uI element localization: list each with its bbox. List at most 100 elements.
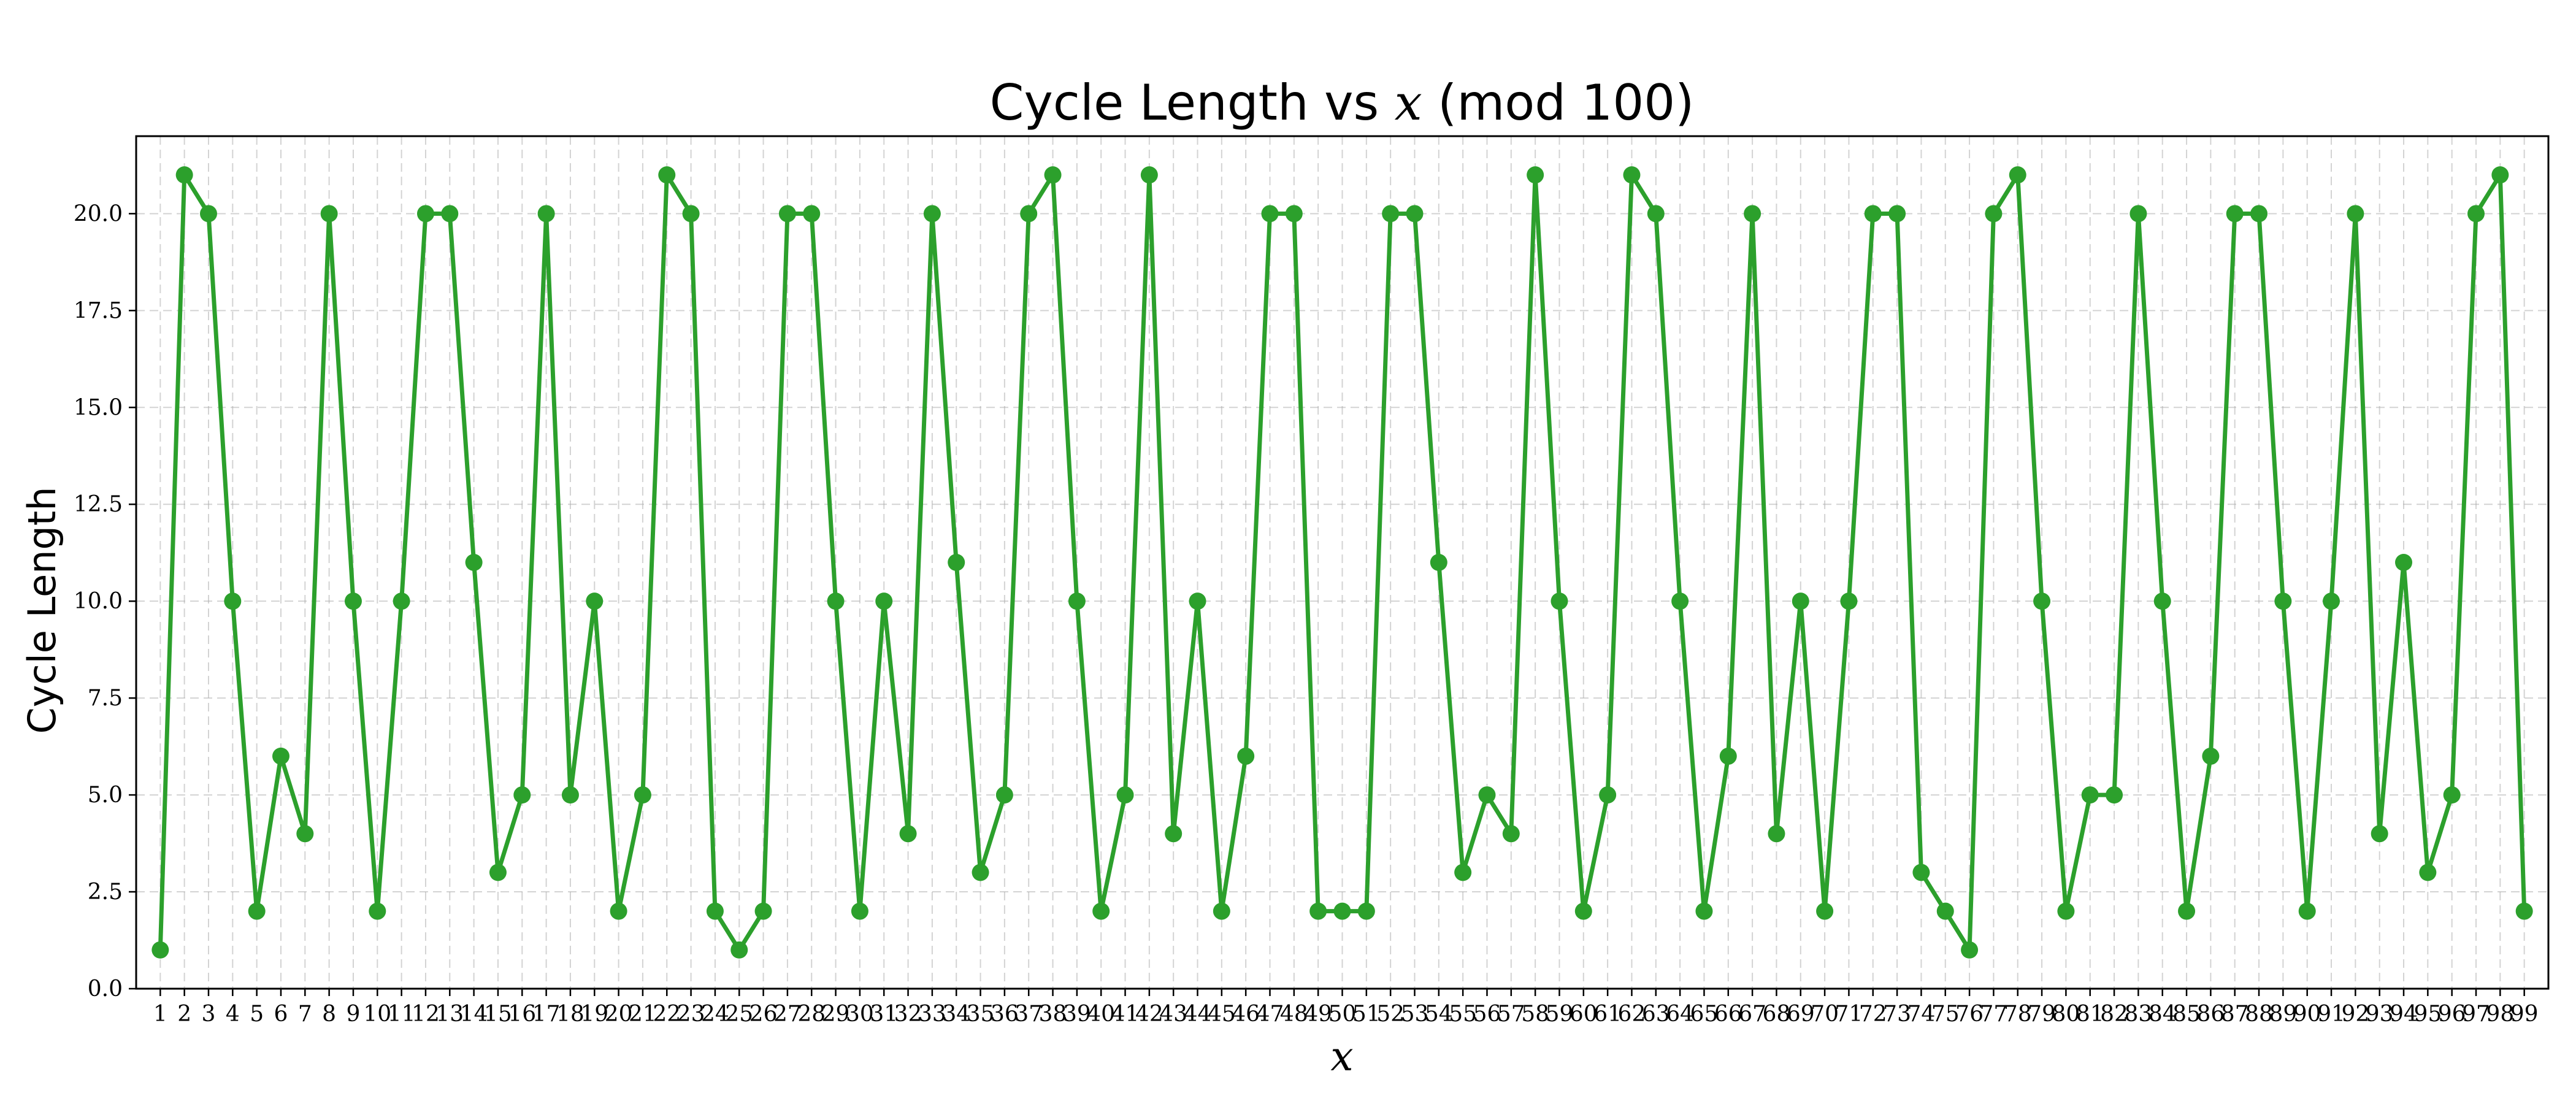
- x-tick-label: 76: [1955, 1002, 1984, 1027]
- x-tick-label: 81: [2076, 1002, 2104, 1027]
- data-point: [151, 941, 169, 959]
- data-point: [827, 592, 845, 610]
- x-tick-label: 22: [653, 1002, 681, 1027]
- x-tick-label: 96: [2438, 1002, 2466, 1027]
- x-tick-label: 43: [1159, 1002, 1187, 1027]
- x-tick-label: 27: [773, 1002, 802, 1027]
- data-point: [1309, 902, 1327, 920]
- y-tick-label: 5.0: [88, 783, 123, 808]
- x-tick-label: 52: [1376, 1002, 1405, 1027]
- x-tick-label: 62: [1618, 1002, 1646, 1027]
- data-point: [1213, 902, 1230, 920]
- x-tick-label: 11: [388, 1002, 416, 1027]
- x-tick-label: 71: [1835, 1002, 1863, 1027]
- data-point: [634, 786, 651, 804]
- x-tick-label: 63: [1642, 1002, 1670, 1027]
- x-tick-label: 73: [1883, 1002, 1911, 1027]
- x-tick-label: 42: [1135, 1002, 1163, 1027]
- y-axis-label: Cycle Length: [20, 487, 64, 734]
- x-tick-label: 80: [2052, 1002, 2080, 1027]
- x-tick-label: 41: [1111, 1002, 1140, 1027]
- x-tick-label: 74: [1907, 1002, 1936, 1027]
- x-tick-label: 33: [918, 1002, 946, 1027]
- data-point: [393, 592, 410, 610]
- x-tick-label: 59: [1546, 1002, 1574, 1027]
- data-point: [875, 592, 893, 610]
- data-point: [2419, 864, 2437, 881]
- data-point: [948, 554, 965, 571]
- y-tick-label: 0.0: [88, 976, 123, 1002]
- data-point: [1454, 864, 1472, 881]
- data-point: [2491, 166, 2509, 184]
- data-point: [1502, 825, 1520, 843]
- data-point: [1165, 825, 1183, 843]
- x-tick-label: 99: [2510, 1002, 2539, 1027]
- x-tick-label: 3: [202, 1002, 216, 1027]
- data-point: [2347, 205, 2364, 223]
- x-tick-label: 31: [870, 1002, 898, 1027]
- x-tick-label: 87: [2221, 1002, 2249, 1027]
- x-tick-label: 40: [1087, 1002, 1115, 1027]
- data-point: [2057, 902, 2075, 920]
- data-point: [2323, 592, 2340, 610]
- data-point: [923, 205, 941, 223]
- x-tick-label: 85: [2172, 1002, 2201, 1027]
- x-tick-label: 48: [1280, 1002, 1308, 1027]
- data-point: [2226, 205, 2244, 223]
- x-tick-label: 7: [298, 1002, 312, 1027]
- data-point: [2081, 786, 2099, 804]
- x-tick-label: 15: [484, 1002, 512, 1027]
- data-point: [199, 205, 217, 223]
- data-point: [1816, 902, 1834, 920]
- data-point: [2178, 902, 2196, 920]
- data-point: [1237, 747, 1255, 765]
- data-point: [1912, 864, 1930, 881]
- x-tick-label: 5: [250, 1002, 264, 1027]
- data-point: [2033, 592, 2051, 610]
- x-tick-label: 36: [991, 1002, 1019, 1027]
- data-point: [1430, 554, 1447, 571]
- data-point: [586, 592, 604, 610]
- data-point: [610, 902, 627, 920]
- x-tick-label: 2: [177, 1002, 191, 1027]
- data-point: [2129, 205, 2147, 223]
- data-point: [465, 554, 483, 571]
- x-tick-label: 17: [532, 1002, 561, 1027]
- x-tick-label: 4: [226, 1002, 240, 1027]
- data-point: [1864, 205, 1882, 223]
- data-point: [1792, 592, 1809, 610]
- data-point: [1574, 902, 1592, 920]
- x-tick-label: 78: [2004, 1002, 2032, 1027]
- data-point: [1382, 205, 1400, 223]
- data-point: [1020, 205, 1038, 223]
- data-point: [1840, 592, 1858, 610]
- data-point: [489, 864, 507, 881]
- y-axis-ticks: 0.0 2.5 5.0 7.5 10.0 12.5 15.0 17.5 20.0: [74, 201, 136, 1002]
- x-tick-label: 49: [1304, 1002, 1332, 1027]
- data-point: [224, 592, 242, 610]
- data-point: [972, 864, 989, 881]
- data-point: [1671, 592, 1689, 610]
- data-point: [2106, 786, 2123, 804]
- data-point: [1551, 592, 1568, 610]
- data-point: [851, 902, 868, 920]
- y-tick-label: 7.5: [88, 686, 123, 711]
- x-tick-label: 6: [274, 1002, 288, 1027]
- data-point: [803, 205, 821, 223]
- data-point: [1189, 592, 1206, 610]
- data-point: [1961, 941, 1979, 959]
- x-tick-label: 44: [1184, 1002, 1212, 1027]
- data-point: [1406, 205, 1424, 223]
- data-point: [1985, 205, 2003, 223]
- data-point: [658, 166, 676, 184]
- data-point: [2443, 786, 2461, 804]
- x-tick-label: 14: [460, 1002, 488, 1027]
- x-tick-label: 67: [1738, 1002, 1766, 1027]
- data-point: [1261, 205, 1279, 223]
- x-tick-label: 93: [2366, 1002, 2394, 1027]
- data-point: [1140, 166, 1158, 184]
- x-tick-label: 50: [1328, 1002, 1357, 1027]
- x-tick-label: 86: [2196, 1002, 2225, 1027]
- data-point: [1357, 902, 1375, 920]
